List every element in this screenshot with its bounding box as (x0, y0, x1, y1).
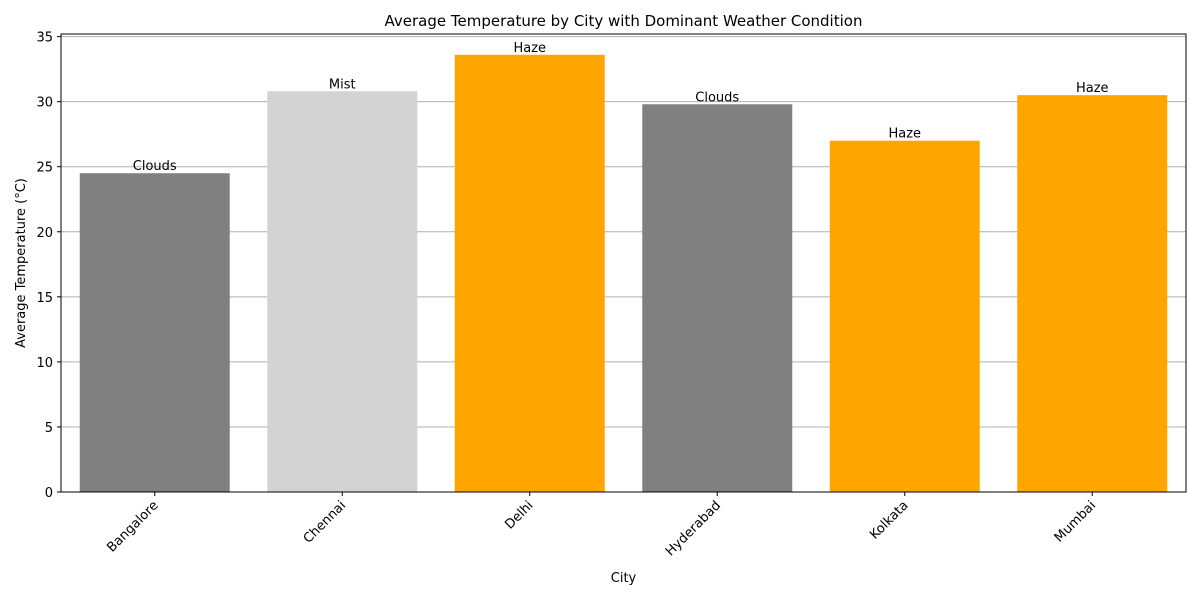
plot-frame (60, 33, 1187, 493)
bar-label: Clouds (695, 90, 739, 105)
bar (267, 91, 418, 492)
bar-label: Haze (1076, 81, 1109, 96)
y-tick-label: 30 (36, 96, 53, 111)
y-tick-label: 5 (45, 421, 53, 436)
y-axis: 0 5 10 15 20 25 30 35 (36, 31, 61, 501)
y-tick-label: 15 (36, 291, 53, 306)
bar (829, 140, 980, 492)
y-axis-title: Average Temperature (°C) (14, 178, 29, 348)
bar-labels: Clouds Mist Haze Clouds Haze Haze (133, 41, 1109, 174)
bar (642, 104, 793, 493)
x-tick-label: Delhi (502, 498, 536, 532)
bar-label: Haze (888, 127, 921, 142)
bar-label: Clouds (133, 159, 177, 174)
x-tick-label: Kolkata (867, 498, 911, 542)
bar (454, 54, 605, 493)
y-tick-label: 25 (36, 161, 53, 176)
grid-lines (61, 36, 1186, 428)
y-tick-label: 35 (36, 31, 53, 46)
x-tick-label: Mumbai (1052, 498, 1099, 545)
x-axis-title: City (611, 571, 637, 586)
bar-label: Haze (513, 41, 546, 56)
y-tick-label: 20 (36, 226, 53, 241)
bar (1017, 95, 1168, 492)
x-tick-label: Chennai (301, 498, 349, 546)
x-tick-label: Hyderabad (663, 498, 724, 559)
bar-label: Mist (329, 77, 356, 92)
bars (79, 54, 1168, 493)
x-axis: Bangalore Chennai Delhi Hyderabad Kolkata Mum… (104, 492, 1099, 559)
bar (79, 173, 230, 492)
chart-title: Average Temperature by City with Dominan… (385, 12, 863, 30)
x-tick-label: Bangalore (104, 498, 161, 555)
y-tick-label: 10 (36, 356, 53, 371)
y-tick-label: 0 (45, 486, 53, 501)
